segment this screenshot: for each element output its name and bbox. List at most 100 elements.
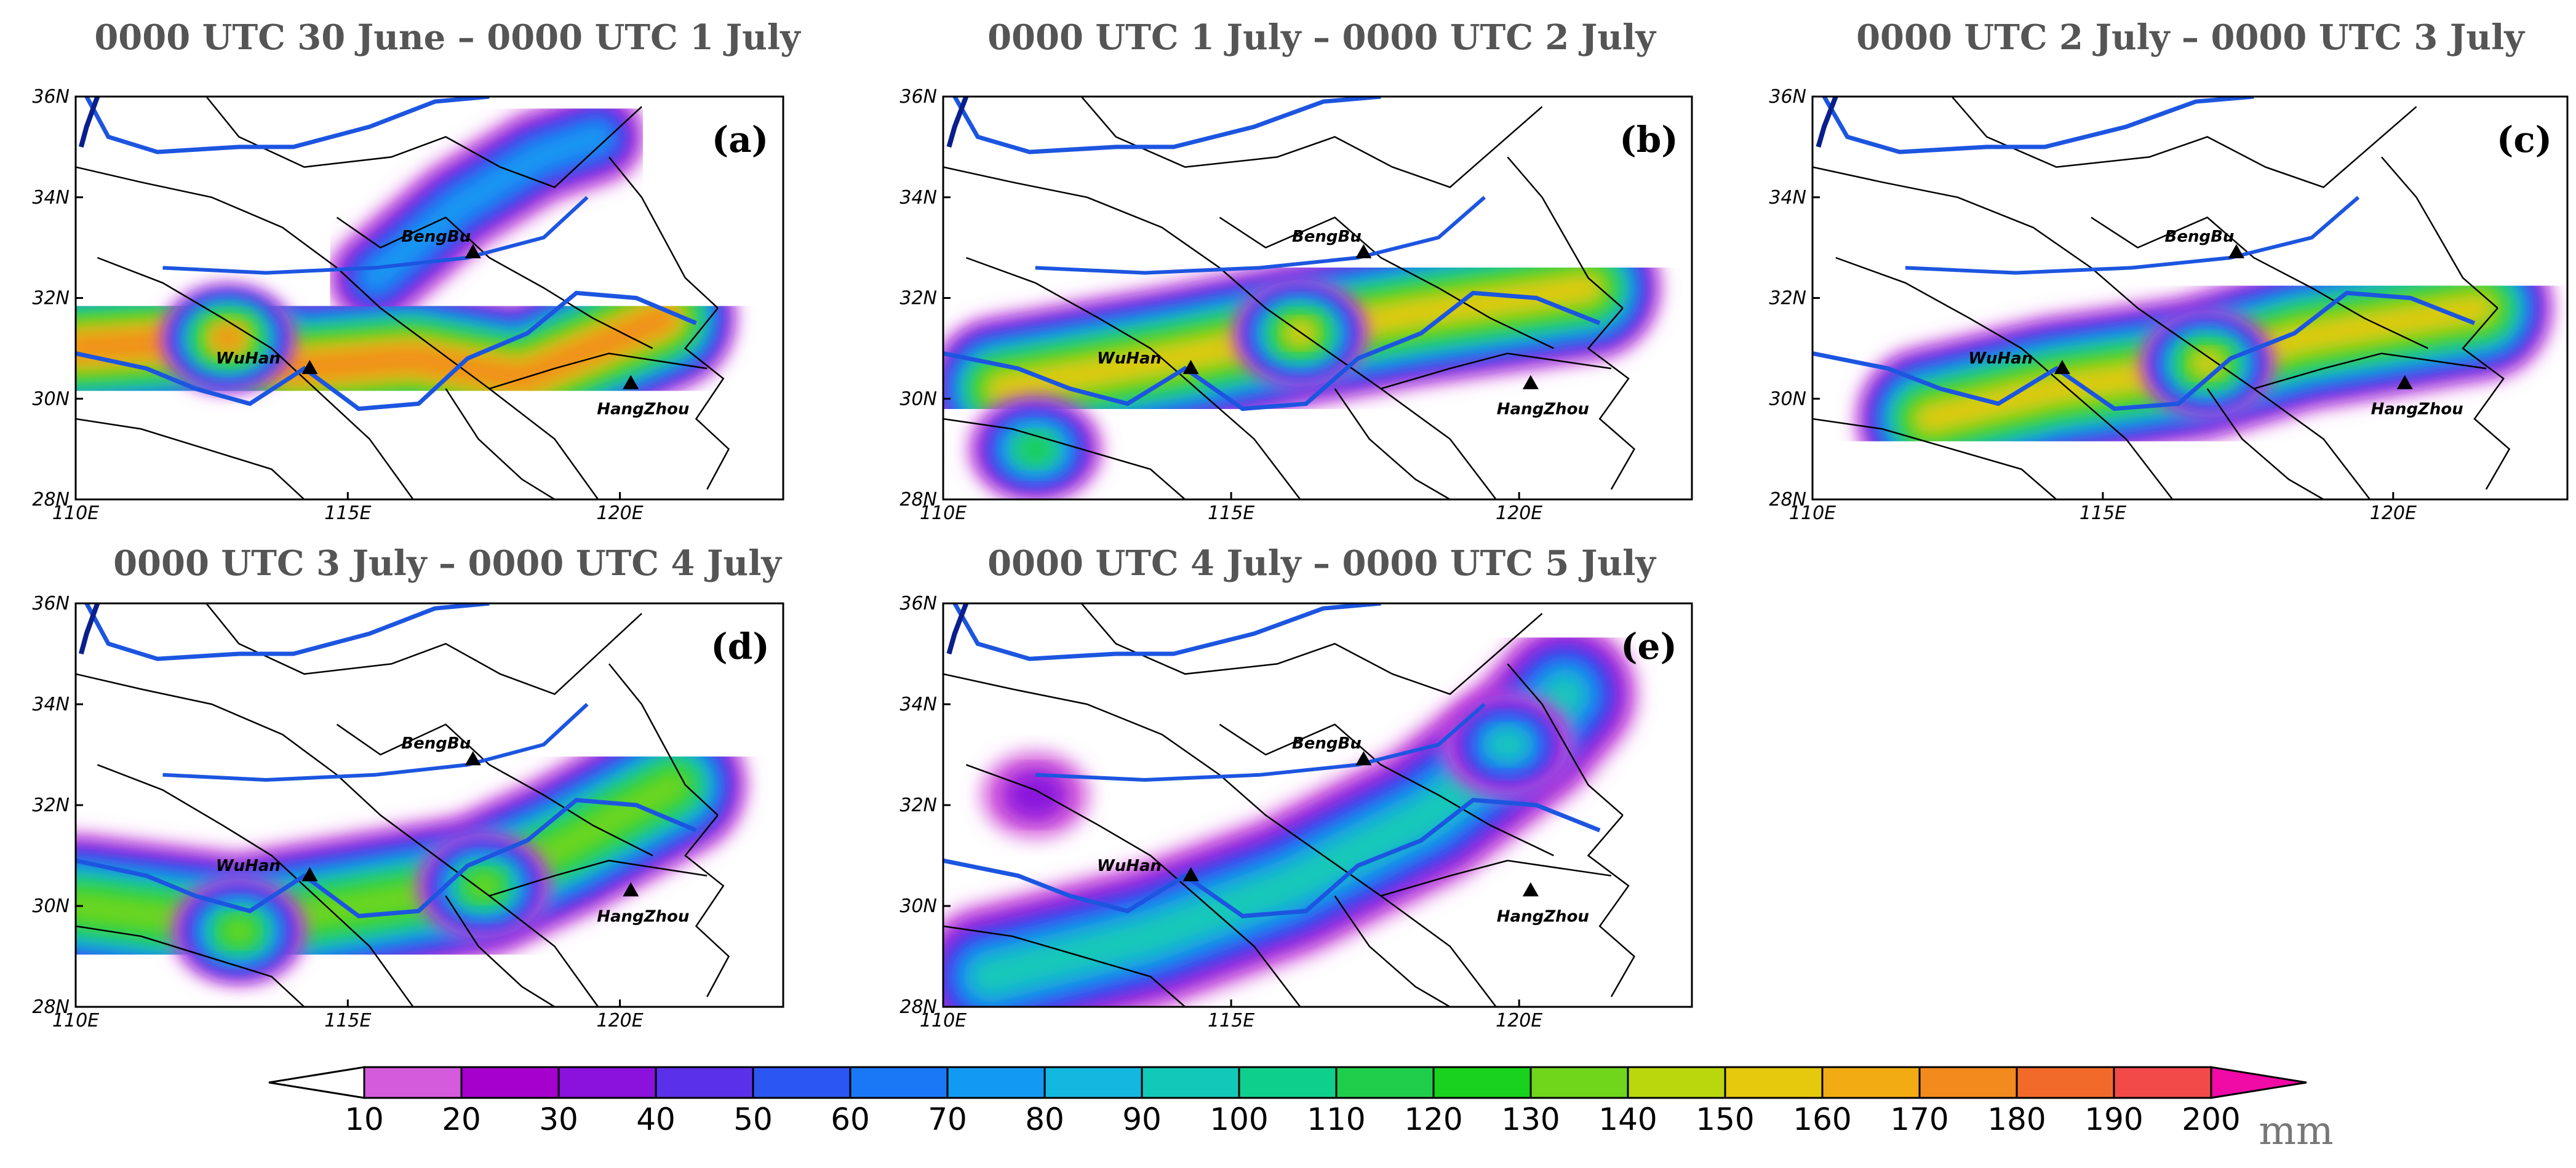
map-panel-d: 0000 UTC 3 July – 0000 UTC 4 July 110E 115… [32,543,784,1031]
province-border [943,673,1497,1007]
y-tick-label: 28N [899,996,937,1018]
province-border [336,723,653,857]
y-tick-label: 34N [899,694,937,715]
colorbar-segment-140-150 [1627,1066,1726,1099]
y-tick-label: 36N [899,86,937,108]
province-border [76,418,305,499]
geographic-lines [76,603,730,1007]
huai-river [162,702,589,782]
colorbar-tick-label: 20 [442,1102,481,1137]
panel-title: 0000 UTC 2 July – 0000 UTC 3 July [1856,17,2525,58]
city-label-wuhan: WuHan [1968,349,2033,368]
yellow-river [952,97,1381,154]
y-tick-label: 32N [1769,288,1806,309]
colorbar-segment-20-30 [460,1066,560,1099]
y-tick-label: 34N [899,187,937,209]
yellow-river-upper [946,97,969,148]
panel-title: 0000 UTC 4 July – 0000 UTC 5 July [987,543,1656,584]
yellow-river [952,603,1381,661]
province-border [488,859,708,897]
colorbar-segment-60-70 [849,1066,949,1099]
colorbar-segment-40-50 [655,1066,754,1099]
city-marker-bengbu [465,244,481,258]
yellow-river-upper [78,97,100,148]
geographic-lines [1812,97,2511,499]
city-label-wuhan: WuHan [216,857,281,875]
x-tick-label: 115E [324,1010,371,1031]
colorbar-under-triangle [268,1066,365,1099]
y-tick-label: 30N [899,388,937,410]
y-tick-label: 36N [1769,86,1806,108]
y-tick-label: 34N [1769,187,1806,209]
city-marker-wuhan [301,867,318,881]
province-border [1219,217,1554,349]
panel-title: 0000 UTC 1 July – 0000 UTC 2 July [987,17,1656,58]
colorbar-segment-80-90 [1043,1066,1143,1099]
province-border [1219,723,1554,857]
colorbar: 10 20 30 40 50 60 70 80 90 100 110 120 130 140 150 160 1… [268,1066,2334,1154]
huai-river [1035,196,1486,275]
map-panel-b: 0000 UTC 1 July – 0000 UTC 2 July 110E 115… [899,17,1693,524]
colorbar-tick-label: 80 [1025,1102,1064,1137]
yellow-river-upper [1816,97,1838,148]
city-label-hangzhou: HangZhou [597,907,689,926]
precipitation-field [1857,236,2553,491]
panel-title: 0000 UTC 30 June – 0000 UTC 1 July [94,17,801,58]
province-border [2253,352,2487,390]
yellow-river [1822,97,2254,154]
x-tick-label: 110E [920,503,967,524]
province-border [1334,895,1451,1007]
geographic-lines [943,603,1635,1007]
colorbar-tick-label: 190 [2084,1102,2143,1137]
province-border [684,308,730,490]
y-tick-label: 30N [32,388,70,410]
province-border [97,764,414,1007]
x-tick-label: 110E [52,1010,99,1031]
geographic-lines [76,97,730,499]
x-tick-label: 115E [324,503,371,524]
province-border [965,256,1301,499]
colorbar-tick-label: 180 [1987,1102,2046,1137]
city-marker-bengbu [465,751,481,766]
colorbar-unit-label: mm [2259,1108,2333,1154]
province-border [1507,156,1624,309]
province-border [2206,388,2324,499]
province-border [488,352,708,390]
rain-secondary-130mm [466,872,502,900]
y-tick-label: 32N [899,288,937,309]
colorbar-tick-label: 50 [733,1102,773,1137]
province-border [445,895,556,1007]
colorbar-segment-70-80 [946,1066,1046,1099]
colorbar-tick-label: 200 [2182,1102,2240,1137]
province-border [76,925,305,1007]
precipitation-field [76,713,746,998]
colorbar-tick-label: 90 [1122,1102,1162,1137]
yangtze-river [76,290,697,411]
yangtze-river [76,798,697,918]
colorbar-segment-50-60 [752,1066,851,1099]
colorbar-tick-label: 150 [1696,1102,1754,1137]
city-label-hangzhou: HangZhou [1497,400,1589,419]
precipitation-field [943,622,1637,1007]
x-tick-label: 110E [920,1010,967,1031]
y-tick-label: 32N [32,795,70,816]
colorbar-tick-label: 30 [539,1102,578,1137]
y-tick-label: 36N [32,593,70,614]
colorbar-tick-label: 40 [636,1102,676,1137]
colorbar-segment-120-130 [1432,1066,1532,1099]
city-marker-wuhan [2054,360,2070,375]
rain-core-90mm [1486,728,1529,761]
province-border [1587,308,1635,490]
province-border [608,663,719,816]
y-tick-label: 34N [32,187,70,209]
colorbar-segment-10-20 [363,1066,463,1099]
colorbar-segment-160-170 [1821,1066,1921,1099]
city-marker-hangzhou [623,375,639,389]
panel-title: 0000 UTC 3 July – 0000 UTC 4 July [113,543,782,584]
city-label-hangzhou: HangZhou [2371,400,2463,419]
precipitation-field [943,216,1661,499]
y-tick-label: 28N [32,996,70,1018]
province-border [943,166,1497,499]
y-tick-label: 32N [899,795,937,816]
y-tick-label: 28N [1769,489,1806,511]
